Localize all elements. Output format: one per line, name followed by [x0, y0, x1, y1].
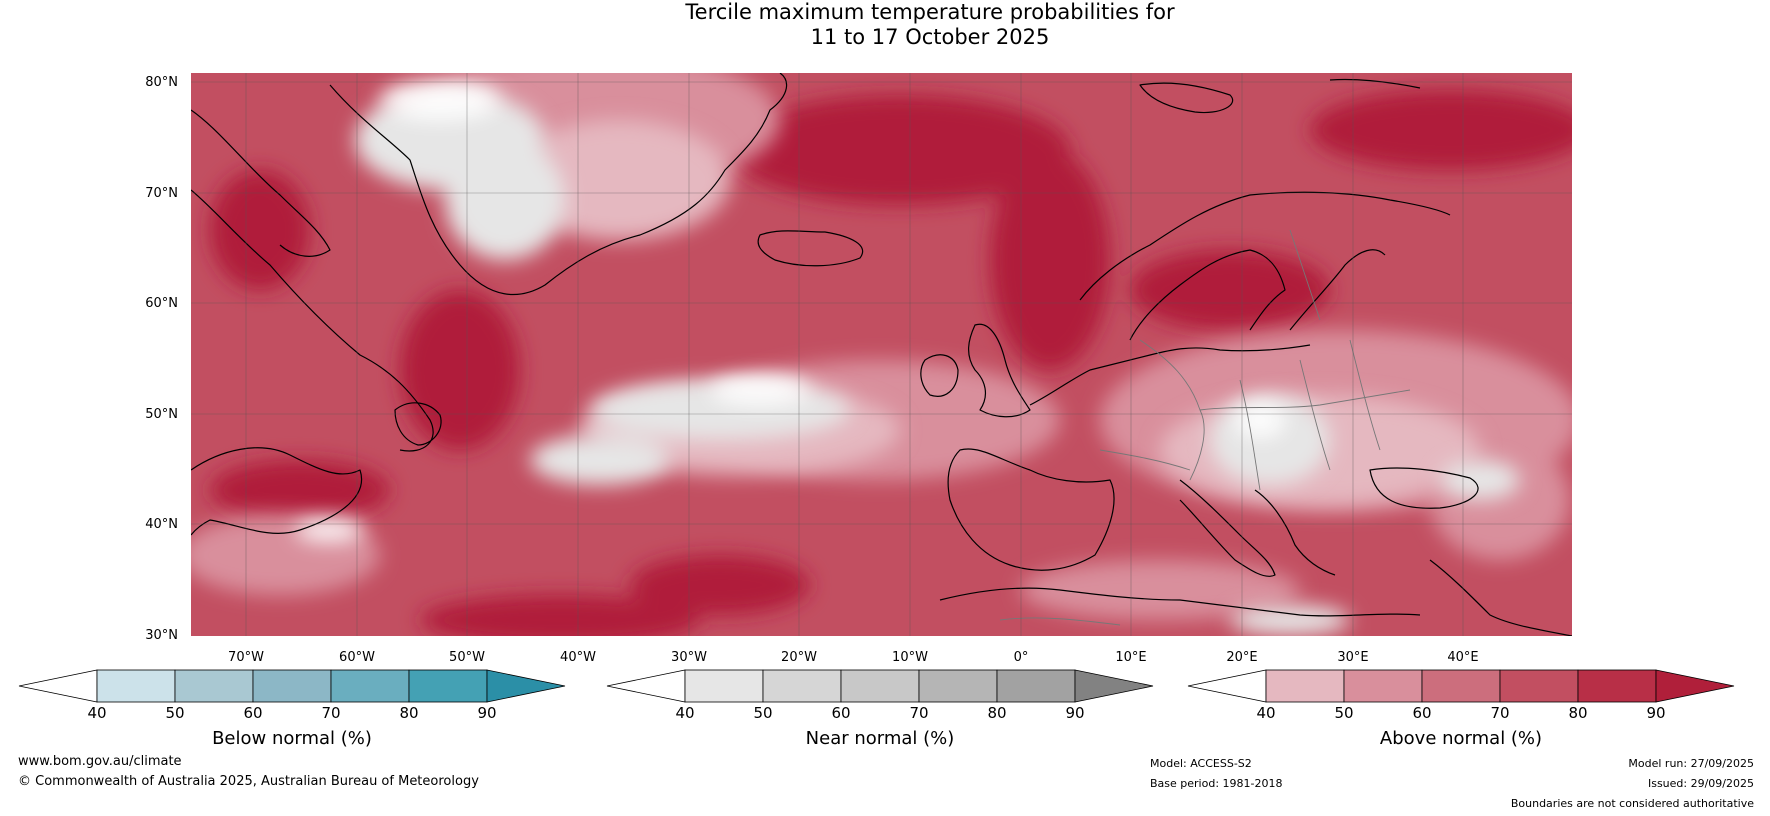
below-colorbar-segment-1	[96, 669, 176, 703]
above-colorbar-segment-2	[1343, 669, 1423, 703]
lat-label-30n: 30°N	[145, 628, 178, 643]
below-colorbar-extend-high	[486, 669, 566, 703]
lon-label-10e: 10°E	[1115, 650, 1147, 665]
map-title: Tercile maximum temperature probabilitie…	[0, 0, 1770, 50]
above-90-regions	[210, 90, 1572, 636]
near-colorbar-segment-3	[840, 669, 920, 703]
lon-label-60w: 60°W	[339, 650, 375, 665]
europe-coast	[1029, 344, 1311, 406]
lon-label-20e: 20°E	[1226, 650, 1258, 665]
above-tick-90: 90	[1646, 704, 1666, 722]
below-colorbar-segment-2	[174, 669, 254, 703]
graticule	[191, 73, 1572, 636]
north-america-coast	[191, 447, 363, 536]
above-tick-80: 80	[1568, 704, 1588, 722]
footer-issued: Issued: 29/09/2025	[1647, 777, 1754, 790]
footer-base-period: Base period: 1981-2018	[1150, 777, 1283, 790]
near-colorbar-segment-5	[996, 669, 1076, 703]
lat-label-40n: 40°N	[145, 517, 178, 532]
novaya-coast	[1329, 78, 1421, 89]
below-colorbar-segment-3	[252, 669, 332, 703]
lon-label-0: 0°	[1013, 650, 1029, 665]
title-line-1: Tercile maximum temperature probabilitie…	[685, 0, 1175, 24]
colorbar-near-normal	[606, 669, 1154, 703]
greenland-coast	[329, 73, 788, 296]
italy-coast	[1179, 479, 1276, 577]
black-sea-coast	[1369, 467, 1479, 509]
below-normal-label: Below normal (%)	[212, 728, 372, 749]
footer-model: Model: ACCESS-S2	[1150, 757, 1252, 770]
labrador-coast	[191, 189, 434, 452]
baffin-coast	[191, 109, 331, 257]
near-tick-60: 60	[831, 704, 851, 722]
lon-label-50w: 50°W	[449, 650, 485, 665]
lon-label-10w: 10°W	[892, 650, 928, 665]
middle-east-coast	[1429, 559, 1572, 636]
above-colorbar-segment-3	[1421, 669, 1501, 703]
above-tick-70: 70	[1490, 704, 1510, 722]
footer-disclaimer: Boundaries are not considered authoritat…	[1510, 797, 1754, 810]
lat-label-70n: 70°N	[145, 186, 178, 201]
below-colorbar-segment-5	[408, 669, 488, 703]
lon-label-30e: 30°E	[1337, 650, 1369, 665]
near-colorbar-extend-high	[1074, 669, 1154, 703]
below-tick-70: 70	[321, 704, 341, 722]
above-colorbar-segment-5	[1577, 669, 1657, 703]
colorbar-below-normal	[18, 669, 566, 703]
below-tick-40: 40	[87, 704, 107, 722]
footer-model-run: Model run: 27/09/2025	[1628, 757, 1754, 770]
lat-label-60n: 60°N	[145, 296, 178, 311]
below-tick-80: 80	[399, 704, 419, 722]
below-tick-60: 60	[243, 704, 263, 722]
near-tick-40: 40	[675, 704, 695, 722]
near-tick-70: 70	[909, 704, 929, 722]
near-colorbar-segment-1	[684, 669, 764, 703]
above-tick-60: 60	[1412, 704, 1432, 722]
below-colorbar-extend-low	[18, 669, 98, 703]
lon-label-40e: 40°E	[1447, 650, 1479, 665]
lat-label-80n: 80°N	[145, 75, 178, 90]
norway-coast	[1079, 191, 1451, 301]
below-tick-50: 50	[165, 704, 185, 722]
ireland-coast	[920, 354, 959, 397]
lon-label-40w: 40°W	[560, 650, 596, 665]
near-tick-90: 90	[1065, 704, 1085, 722]
near-normal-label: Near normal (%)	[805, 728, 955, 749]
footer-copyright: © Commonwealth of Australia 2025, Austra…	[18, 774, 479, 789]
map-field	[191, 73, 1572, 636]
near-colorbar-segment-4	[918, 669, 998, 703]
above-colorbar-extend-low	[1187, 669, 1267, 703]
britain-coast	[968, 323, 1031, 418]
country-borders	[999, 229, 1411, 626]
coastlines	[191, 73, 1572, 636]
newfoundland-coast	[394, 402, 442, 446]
near-tick-50: 50	[753, 704, 773, 722]
title-line-2: 11 to 17 October 2025	[810, 25, 1050, 49]
finland-coast	[1289, 249, 1386, 331]
near-colorbar-extend-low	[606, 669, 686, 703]
lon-label-70w: 70°W	[228, 650, 264, 665]
above-colorbar-segment-1	[1265, 669, 1345, 703]
lat-label-50n: 50°N	[145, 407, 178, 422]
above-colorbar-segment-4	[1499, 669, 1579, 703]
below-colorbar-segment-4	[330, 669, 410, 703]
above-normal-label: Above normal (%)	[1379, 728, 1543, 749]
footer-website: www.bom.gov.au/climate	[18, 754, 182, 769]
near-colorbar-segment-2	[762, 669, 842, 703]
iceland-coast	[757, 230, 863, 267]
above-tick-40: 40	[1256, 704, 1276, 722]
lon-label-30w: 30°W	[671, 650, 707, 665]
near-tick-80: 80	[987, 704, 1007, 722]
iberia-coast	[947, 448, 1115, 571]
sweden-coast	[1129, 249, 1286, 341]
below-tick-90: 90	[477, 704, 497, 722]
balkan-coast	[1254, 489, 1336, 576]
lon-label-20w: 20°W	[781, 650, 817, 665]
north-africa-coast	[939, 587, 1421, 617]
svalbard-coast	[1139, 82, 1233, 114]
above-tick-50: 50	[1334, 704, 1354, 722]
colorbar-above-normal	[1187, 669, 1735, 703]
above-colorbar-extend-high	[1655, 669, 1735, 703]
